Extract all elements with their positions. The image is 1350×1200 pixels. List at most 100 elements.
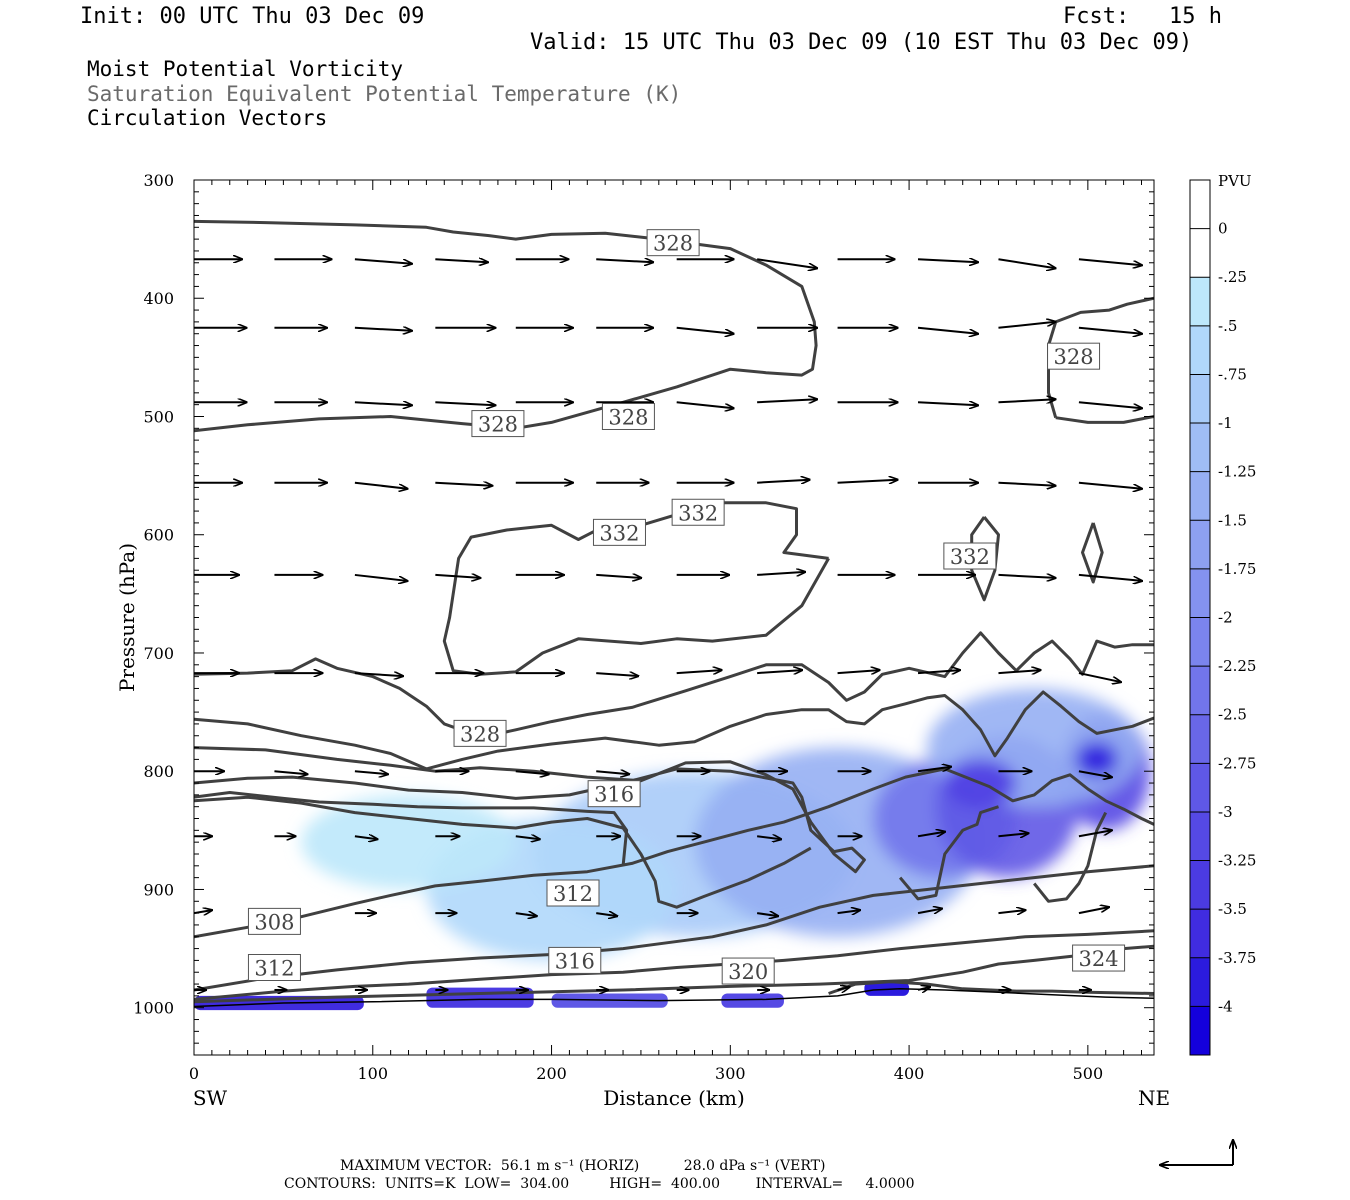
colorbar-label: -2.25 <box>1218 657 1256 675</box>
contour-label-328: 328 <box>601 402 655 430</box>
vector-arrow <box>676 401 734 408</box>
colorbar-label: -1.5 <box>1218 511 1247 529</box>
x-tick-label: 0 <box>189 1064 199 1083</box>
contour-label-box <box>548 946 602 974</box>
field-title-theta-es: Saturation Equivalent Potential Temperat… <box>87 82 682 106</box>
colorbar-swatch <box>1190 568 1210 618</box>
contour-label-332: 332 <box>671 498 725 526</box>
valid-time: Valid: 15 UTC Thu 03 Dec 09 (10 EST Thu … <box>530 30 1193 55</box>
vector-arrow <box>515 913 537 916</box>
vector-arrow <box>756 258 817 268</box>
colorbar-swatch <box>1190 617 1210 667</box>
vector-arrow <box>1078 672 1121 682</box>
contour-label-320: 320 <box>721 957 775 985</box>
contour-328-2 <box>1055 415 1154 424</box>
contour-label-text: 328 <box>478 413 518 437</box>
contour-320-8 <box>194 746 866 874</box>
y-tick-label: 400 <box>143 289 174 308</box>
colorbar-swatch <box>1190 1006 1210 1056</box>
contour-label-box <box>601 402 655 430</box>
field-title-vectors: Circulation Vectors <box>87 106 328 130</box>
vector-arrow <box>354 328 412 331</box>
colorbar-label: -2.5 <box>1218 706 1247 724</box>
vector-arrow <box>998 575 1055 578</box>
vector-arrow <box>354 258 412 264</box>
colorbar-label: -.5 <box>1218 317 1237 335</box>
contour-info-note: CONTOURS: UNITS=K LOW= 304.00 HIGH= 400.… <box>284 1176 915 1192</box>
contour-label-box <box>943 542 997 570</box>
vector-arrow <box>354 771 388 774</box>
contour-label-text: 324 <box>1079 947 1119 971</box>
vector-arrow <box>435 259 488 262</box>
colorbar-swatch <box>1190 811 1210 862</box>
x-tick-label: 300 <box>715 1064 746 1083</box>
contour-328-6 <box>194 631 1154 738</box>
vector-arrow <box>998 483 1055 486</box>
axes: 300 400 500 600 700 800 900 1000 0 100 200 300 400 50… <box>115 171 1170 1110</box>
colorbar-label: -3.75 <box>1218 949 1256 967</box>
colorbar-label: -1 <box>1218 414 1233 432</box>
contour-label-box <box>671 498 725 526</box>
vector-arrow <box>1078 573 1142 581</box>
contour-312-12 <box>898 805 999 901</box>
contour-312-13 <box>1033 811 1108 903</box>
vector-arrow <box>354 673 403 676</box>
vector-arrow <box>515 836 540 839</box>
vector-arrow <box>1078 326 1142 334</box>
colorbar-swatch <box>1190 471 1210 521</box>
vector-arrow <box>596 771 629 774</box>
colorbar-swatch <box>1190 325 1210 375</box>
contour-label-text: 328 <box>460 722 500 746</box>
vector-arrow <box>596 575 641 578</box>
vector-arrow <box>837 987 850 990</box>
y-tick-label: 700 <box>143 644 174 663</box>
colorbar-label: -1.75 <box>1218 560 1256 578</box>
field-title-mpv: Moist Potential Vorticity <box>87 57 404 81</box>
legend-vector-arrow <box>1160 1140 1233 1165</box>
vector-arrow <box>757 836 781 839</box>
pv-blob-9 <box>1075 741 1119 778</box>
contour-label-box <box>453 719 507 747</box>
x-tick-label: 500 <box>1073 1064 1104 1083</box>
y-tick-label: 300 <box>143 171 174 190</box>
contour-328-0 <box>194 219 818 433</box>
contour-332-5 <box>1081 522 1104 584</box>
vector-arrow <box>998 833 1028 836</box>
vector-arrow <box>274 771 307 774</box>
vector-arrow <box>998 399 1055 402</box>
vector-arrow <box>917 670 960 673</box>
contour-label-308: 308 <box>247 907 301 935</box>
contour-label-text: 328 <box>1054 345 1094 369</box>
vector-arrow <box>917 326 978 334</box>
vector-arrow <box>1078 258 1142 265</box>
vector-arrow <box>837 480 898 483</box>
contour-label-332: 332 <box>592 518 646 546</box>
vector-arrow <box>998 322 1055 329</box>
colorbar-label: -3.25 <box>1218 852 1256 870</box>
vector-arrow <box>1078 481 1142 489</box>
contour-label-box <box>592 518 646 546</box>
vector-arrow <box>917 832 945 838</box>
contour-label-text: 328 <box>608 405 648 429</box>
contour-label-312: 312 <box>546 879 600 907</box>
colorbar-swatch <box>1190 277 1210 327</box>
contour-label-box <box>721 957 775 985</box>
vector-arrow <box>1078 907 1109 915</box>
contour-312-15 <box>194 929 1154 1001</box>
ne-end-label: NE <box>1138 1086 1170 1110</box>
contour-308-14 <box>194 864 1154 992</box>
colorbar-label: -4 <box>1218 997 1233 1015</box>
contour-316-9 <box>194 795 812 909</box>
vector-arrow <box>757 572 805 575</box>
colorbar-swatch <box>1190 228 1210 278</box>
contour-label-text: 312 <box>254 957 294 981</box>
pv-surface-band-3 <box>721 993 784 1008</box>
vector-arrow <box>757 399 817 402</box>
contour-label-316: 316 <box>548 946 602 974</box>
x-tick-label: 200 <box>536 1064 567 1083</box>
vector-arrow <box>596 913 617 916</box>
contour-label-text: 328 <box>653 232 693 256</box>
contour-label-328: 328 <box>471 410 525 438</box>
forecast-hour: Fcst: 15 h <box>1063 4 1222 29</box>
